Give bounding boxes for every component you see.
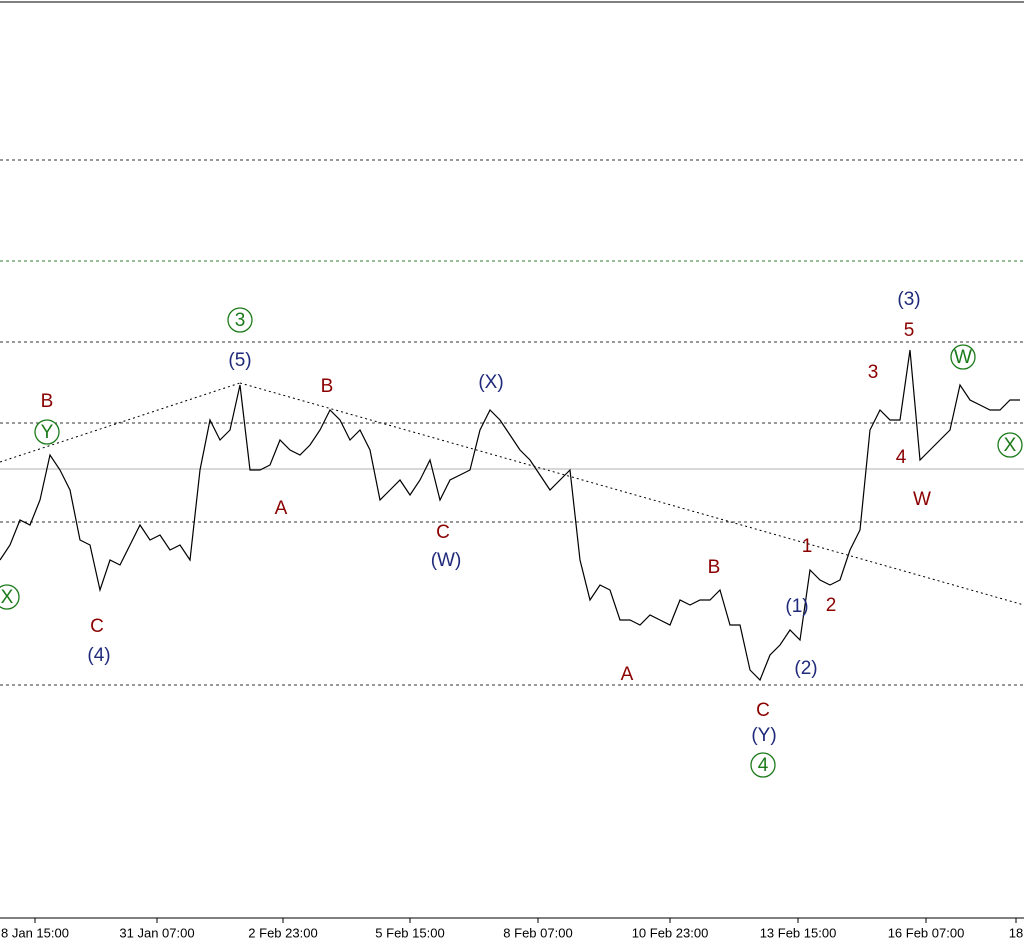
wave-label: (3) — [897, 289, 920, 310]
wave-label: C — [436, 522, 450, 543]
wave-label: 4 — [896, 447, 907, 468]
wave-label: A — [275, 498, 288, 519]
wave-label: (4) — [87, 645, 110, 666]
wave-circle — [0, 584, 20, 610]
wave-label: A — [621, 664, 634, 685]
wave-label: (W) — [431, 550, 462, 571]
wave-label: Y — [41, 422, 54, 443]
wave-label: 2 — [826, 595, 837, 616]
x-tick-label: 31 Jan 07:00 — [119, 925, 194, 940]
wave-label: 4 — [758, 755, 769, 776]
x-tick-label: 5 Feb 15:00 — [375, 925, 444, 940]
x-tick-label: 2 Feb 23:00 — [248, 925, 317, 940]
x-tick-label: 10 Feb 23:00 — [632, 925, 709, 940]
wave-label: C — [90, 616, 104, 637]
wave-label: (Y) — [751, 725, 776, 746]
x-tick-label: 8 Feb 07:00 — [503, 925, 572, 940]
wave-label: (X) — [478, 372, 503, 393]
wave-label: B — [321, 376, 334, 397]
trend-line — [0, 382, 241, 463]
wave-circle — [750, 752, 776, 778]
trend-line — [239, 382, 1024, 606]
x-tick-label: 18 — [1009, 925, 1023, 940]
wave-circle — [997, 432, 1023, 458]
x-tick-label: 16 Feb 07:00 — [888, 925, 965, 940]
wave-label: 1 — [802, 536, 813, 557]
wave-label: W — [954, 347, 972, 368]
x-tick-label: 13 Feb 15:00 — [760, 925, 837, 940]
wave-label: (5) — [228, 350, 251, 371]
wave-label: C — [756, 700, 770, 721]
wave-label: W — [913, 489, 931, 510]
wave-circle — [34, 419, 60, 445]
wave-label: (1) — [785, 596, 808, 617]
wave-label: B — [41, 391, 54, 412]
wave-label: B — [708, 557, 721, 578]
wave-label: X — [1004, 435, 1017, 456]
wave-circle — [950, 344, 976, 370]
wave-label: (2) — [794, 658, 817, 679]
price-line — [0, 349, 1020, 682]
x-tick-label: 8 Jan 15:00 — [1, 925, 69, 940]
wave-label: 3 — [235, 310, 246, 331]
wave-label: 3 — [868, 362, 879, 383]
wave-label: X — [1, 587, 14, 608]
wave-label: 5 — [904, 320, 915, 341]
wave-circle — [227, 307, 253, 333]
